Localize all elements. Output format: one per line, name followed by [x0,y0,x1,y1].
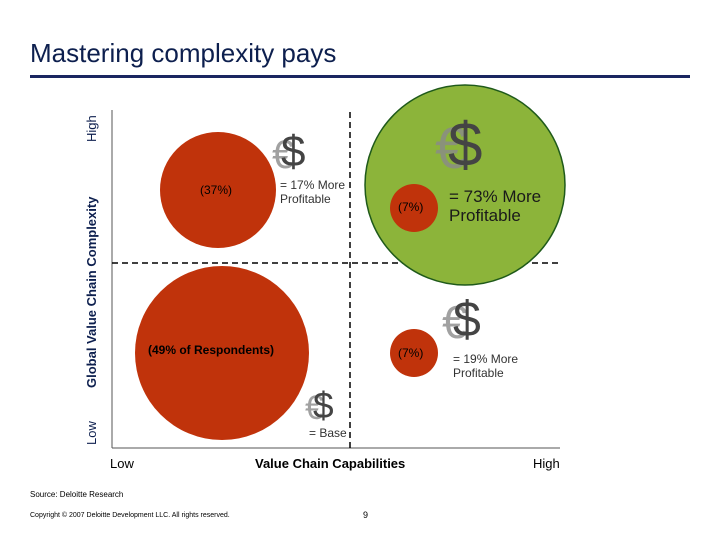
bubble-bottom-left [135,266,309,440]
top-left-share: (37%) [200,183,233,197]
page-number: 9 [363,510,369,520]
bubble-bottom-right [390,329,438,377]
top-right-note: = 73% More Profitable [449,187,542,225]
svg-text:€: € [442,296,468,348]
bottom-right-note: = 19% More Profitable [453,352,519,380]
svg-text:€: € [305,389,324,427]
svg-text:$: $ [313,385,334,426]
bottom-right-share: (7%) [398,346,424,360]
svg-text:$: $ [453,291,481,347]
euro-dollar-icon: € $ [442,291,481,348]
x-axis-title: Value Chain Capabilities [255,456,406,471]
bottom-left-share: (49% of Respondents) [148,343,275,357]
top-right-share: (7%) [398,200,424,214]
y-axis-low-label: Low [84,421,99,445]
svg-text:$: $ [281,127,305,176]
y-axis-high-label: High [84,115,99,142]
y-axis-title: Global Value Chain Complexity [84,196,99,388]
page-title: Mastering complexity pays [30,38,337,68]
top-left-note: = 17% More Profitable [280,178,346,206]
svg-text:$: $ [448,111,482,180]
svg-text:€: € [272,133,294,177]
euro-dollar-icon: € $ [272,127,305,177]
axes [111,110,560,449]
euro-dollar-icon: € $ [435,111,482,181]
svg-text:€: € [435,116,467,181]
title-rule [30,75,690,78]
source-note: Source: Deloitte Research [30,490,124,499]
bubble-top-left [160,132,276,248]
x-axis-low-label: Low [110,456,134,471]
bubble-top-right-inner [390,184,438,232]
x-axis-high-label: High [533,456,560,471]
bubble-top-right [364,84,566,286]
euro-dollar-icon: € $ [305,385,334,427]
base-note: = Base [309,426,347,440]
copyright: Copyright © 2007 Deloitte Development LL… [30,512,230,519]
